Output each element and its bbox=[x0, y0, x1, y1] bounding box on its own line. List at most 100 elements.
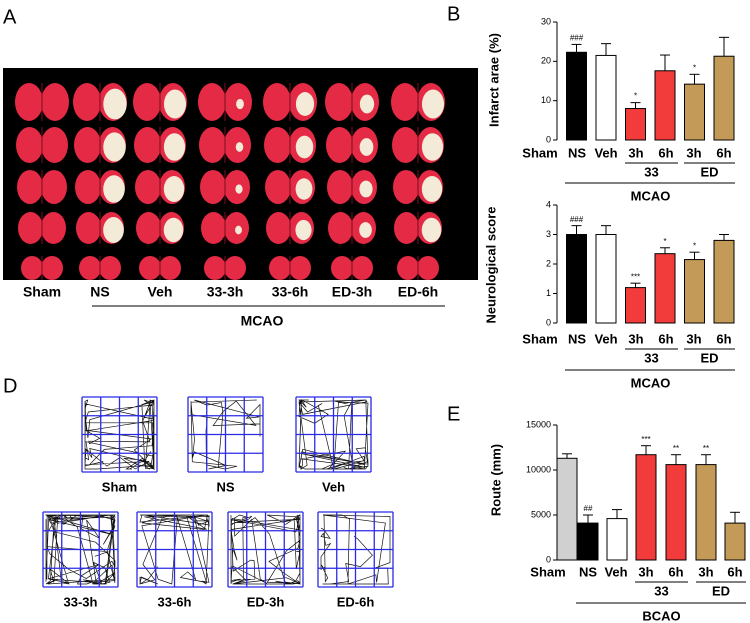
y-tick-label: 0 bbox=[546, 554, 551, 564]
significance: * bbox=[693, 63, 696, 72]
condition-label: MCAO bbox=[631, 188, 671, 203]
x-tick-label: Sham bbox=[522, 145, 557, 160]
brain-slice bbox=[394, 212, 419, 244]
slice-label: ED-3h bbox=[332, 284, 372, 300]
infarct bbox=[421, 89, 445, 119]
brain-slice bbox=[74, 127, 101, 163]
bar bbox=[556, 457, 578, 561]
brain-slice bbox=[41, 256, 63, 280]
brain-slice bbox=[392, 127, 419, 163]
group-label: 33 bbox=[644, 350, 658, 365]
x-tick-label: 3h bbox=[698, 564, 713, 579]
slice-label: NS bbox=[90, 284, 109, 300]
brain-slice bbox=[263, 83, 291, 121]
x-tick-label: 3h bbox=[638, 564, 653, 579]
brain-slice bbox=[99, 256, 121, 280]
infarct bbox=[103, 88, 127, 120]
brain-slice bbox=[133, 83, 161, 121]
significance: ### bbox=[570, 215, 584, 224]
y-tick-label: 0 bbox=[546, 134, 551, 144]
bar bbox=[606, 518, 628, 561]
infarct bbox=[295, 178, 313, 200]
arena-label: Sham bbox=[102, 479, 137, 494]
brain-slice bbox=[264, 127, 291, 163]
brain-slice bbox=[331, 256, 353, 280]
brain-slice bbox=[199, 127, 226, 163]
group-label: 33 bbox=[644, 164, 658, 179]
brain-slice bbox=[41, 170, 67, 204]
brain-slice bbox=[269, 256, 291, 280]
significance: *** bbox=[631, 272, 640, 281]
brain-slice bbox=[16, 127, 43, 163]
brain-slice bbox=[391, 83, 419, 121]
infarct bbox=[421, 217, 442, 243]
bar bbox=[595, 54, 617, 141]
y-axis-label: Infarct arae (%) bbox=[486, 33, 501, 127]
x-tick-label: 3h bbox=[628, 331, 643, 346]
y-tick-label: 10 bbox=[541, 95, 551, 105]
track bbox=[139, 514, 211, 585]
y-tick-label: 5000 bbox=[531, 509, 551, 519]
significance: ** bbox=[703, 444, 709, 453]
track bbox=[190, 399, 261, 470]
x-tick-label: 6h bbox=[716, 331, 731, 346]
brain-slice bbox=[397, 256, 419, 280]
significance: * bbox=[663, 237, 666, 246]
x-tick-label: 6h bbox=[668, 564, 683, 579]
brain-slice bbox=[139, 256, 161, 280]
bar bbox=[713, 55, 735, 141]
brain-slice bbox=[201, 212, 226, 244]
infarct bbox=[103, 217, 124, 243]
infarct bbox=[163, 89, 187, 119]
panel-label: B bbox=[447, 3, 460, 25]
track bbox=[320, 514, 391, 585]
bar bbox=[566, 51, 587, 141]
bar bbox=[713, 239, 735, 324]
bar bbox=[724, 522, 746, 561]
x-tick-label: NS bbox=[568, 331, 586, 346]
brain-slice bbox=[328, 212, 353, 244]
brain-slice bbox=[79, 256, 101, 280]
bar bbox=[695, 464, 717, 561]
brain-slice bbox=[73, 83, 101, 121]
infarct bbox=[103, 175, 125, 203]
brain-slice bbox=[325, 83, 353, 121]
arena-label: ED-3h bbox=[247, 594, 285, 609]
brain-slice bbox=[204, 256, 226, 280]
arena-label: Veh bbox=[322, 479, 345, 494]
bar bbox=[684, 83, 705, 141]
infarct bbox=[295, 135, 314, 159]
bar bbox=[665, 464, 687, 561]
brain-slice bbox=[393, 170, 419, 204]
brain-slice bbox=[198, 83, 226, 121]
x-tick-label: 3h bbox=[628, 145, 643, 160]
group-label: MCAO bbox=[241, 313, 284, 329]
brain-slice bbox=[21, 256, 43, 280]
infarct bbox=[235, 142, 244, 152]
y-axis-label: Neurological score bbox=[483, 206, 498, 323]
x-tick-label: 6h bbox=[658, 331, 673, 346]
y-tick-label: 20 bbox=[541, 56, 551, 66]
brain-slice bbox=[41, 212, 66, 244]
group-label: ED bbox=[700, 164, 718, 179]
y-tick-label: 30 bbox=[541, 16, 551, 26]
arena-label: ED-6h bbox=[337, 594, 375, 609]
infarct bbox=[359, 94, 375, 114]
infarct bbox=[163, 133, 186, 161]
brain-slice bbox=[41, 127, 68, 163]
x-tick-label: Veh bbox=[604, 564, 627, 579]
panel-label: D bbox=[3, 375, 17, 397]
brain-slice bbox=[326, 127, 353, 163]
brain-slice bbox=[41, 83, 69, 121]
infarct bbox=[295, 219, 312, 241]
y-tick-label: 3 bbox=[546, 229, 551, 239]
bar bbox=[635, 454, 657, 561]
y-tick-label: 2 bbox=[546, 258, 551, 268]
infarct bbox=[421, 175, 443, 203]
brain-slice bbox=[417, 256, 439, 280]
brain-slice bbox=[327, 170, 353, 204]
group-label: ED bbox=[712, 583, 730, 598]
x-tick-label: 6h bbox=[716, 145, 731, 160]
brain-slice bbox=[75, 170, 101, 204]
